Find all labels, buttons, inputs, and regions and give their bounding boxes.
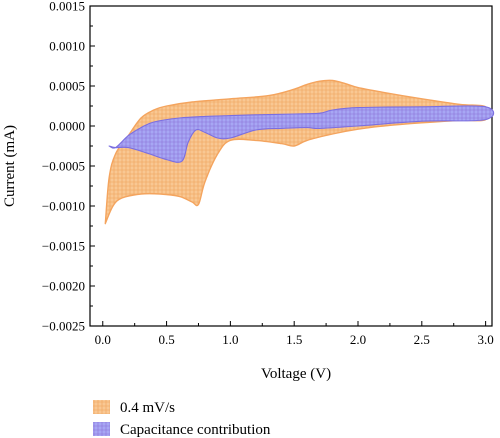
- y-tick-label: 0.0005: [49, 79, 85, 94]
- legend-swatch-0: [93, 400, 110, 414]
- x-tick-label: 1.5: [286, 332, 302, 347]
- y-tick-label: 0.0015: [49, 0, 85, 14]
- series-capacitance-contribution-area: [108, 105, 495, 163]
- legend-swatch-1: [93, 422, 110, 436]
- x-tick-label: 1.0: [222, 332, 238, 347]
- y-tick-label: 0.0010: [49, 39, 85, 54]
- legend: 0.4 mV/s Capacitance contribution: [93, 400, 271, 438]
- y-axis-label: Current (mA): [2, 125, 18, 207]
- y-tick-label: −0.0025: [42, 319, 85, 334]
- y-tick-label: −0.0005: [42, 159, 85, 174]
- x-tick-label: 0.0: [95, 332, 111, 347]
- series-layer: [104, 79, 495, 225]
- x-tick-label: 3.0: [477, 332, 493, 347]
- y-tick-label: −0.0015: [42, 239, 85, 254]
- x-tick-label: 2.5: [414, 332, 430, 347]
- y-tick-label: −0.0020: [42, 279, 85, 294]
- x-tick-label: 2.0: [350, 332, 366, 347]
- y-tick-label: −0.0010: [42, 199, 85, 214]
- legend-label-0: 0.4 mV/s: [120, 400, 175, 416]
- x-tick-label: 0.5: [158, 332, 174, 347]
- x-axis-ticks: 0.0 0.5 1.0 1.5 2.0 2.5 3.0: [95, 321, 494, 347]
- x-axis-label: Voltage (V): [261, 366, 331, 382]
- y-tick-label: 0.0000: [49, 119, 85, 134]
- y-axis-ticks: 0.0015 0.0010 0.0005 0.0000 −0.0005 −0.0010 −0…: [42, 0, 95, 334]
- legend-label-1: Capacitance contribution: [120, 422, 271, 438]
